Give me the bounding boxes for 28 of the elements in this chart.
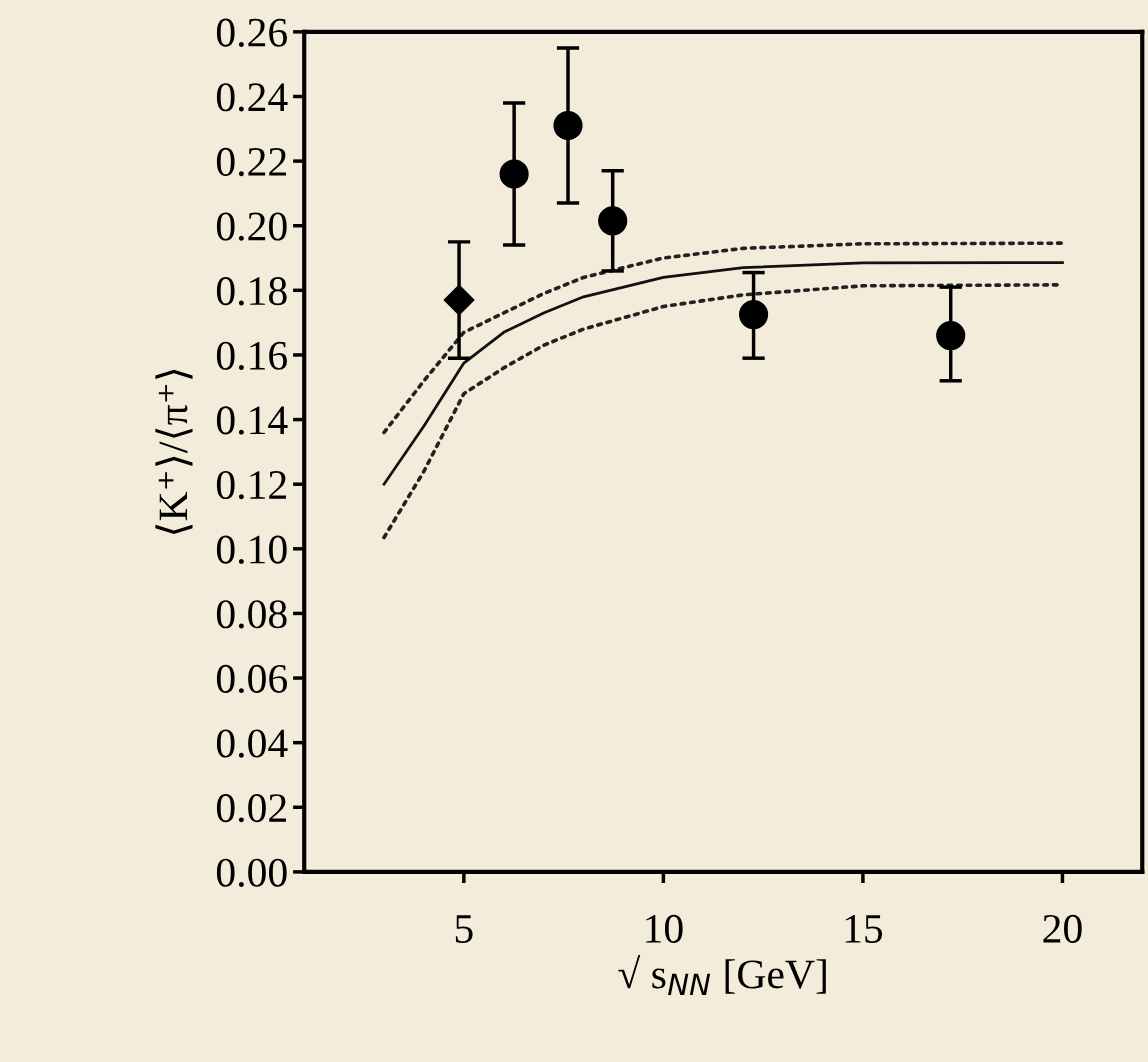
x-tick-label: 15 xyxy=(845,914,883,943)
y-tick-label: 0.14 xyxy=(216,406,288,435)
x-tick-label: 5 xyxy=(455,915,473,943)
x-tick-label: 10 xyxy=(646,914,683,943)
y-tick-label: 0.06 xyxy=(216,664,287,694)
line-series xyxy=(382,261,1064,486)
y-tick-label: 0.22 xyxy=(216,147,286,177)
point xyxy=(598,206,628,236)
line-series xyxy=(382,241,1065,435)
y-tick-label: 0.24 xyxy=(216,83,288,112)
y-tick-label: 0.12 xyxy=(216,470,286,500)
point xyxy=(499,159,529,189)
x-tick-label: 20 xyxy=(1043,914,1082,943)
y-axis-title: ⟨K⁺⟩/⟨π⁺⟩ xyxy=(155,369,193,535)
y-tick-label: 0.26 xyxy=(216,18,287,47)
point xyxy=(553,110,583,141)
y-tick-label: 0.04 xyxy=(216,729,288,758)
x-axis-title: √ s$_{NN}$ [GeV] xyxy=(618,955,826,995)
y-tick-label: 0.18 xyxy=(216,277,287,306)
y-tick-label: 0.02 xyxy=(216,794,286,823)
point xyxy=(738,299,769,330)
y-tick-label: 0.10 xyxy=(216,535,287,564)
point xyxy=(936,320,966,351)
y-tick-label: 0.08 xyxy=(216,600,287,629)
y-tick-label: 0.20 xyxy=(216,212,287,241)
y-tick-label: 0.00 xyxy=(216,858,287,887)
point xyxy=(443,284,475,316)
y-tick-label: 0.16 xyxy=(216,341,287,370)
